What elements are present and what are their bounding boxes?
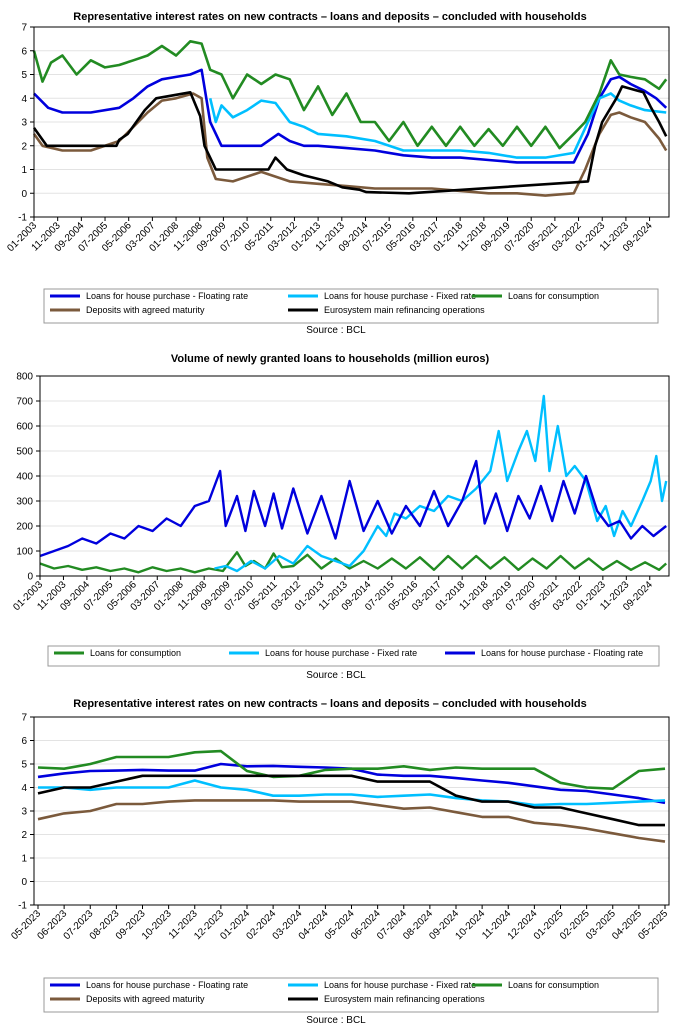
series-line-ecb xyxy=(32,85,668,195)
series-line-deposits xyxy=(32,92,668,197)
y-tick-label: 5 xyxy=(21,70,27,81)
legend-label: Deposits with agreed maturity xyxy=(86,994,205,1004)
source-label: Source : BCL xyxy=(306,1015,366,1026)
y-tick-label: 2 xyxy=(21,830,27,841)
y-tick-label: 0 xyxy=(27,572,33,583)
y-tick-label: 2 xyxy=(21,141,27,152)
chart-panel-rates-long: Representative interest rates on new con… xyxy=(0,0,673,345)
legend-label: Eurosystem main refinancing operations xyxy=(324,994,485,1004)
y-tick-label: -1 xyxy=(18,213,27,224)
legend-label: Loans for house purchase - Fixed rate xyxy=(324,291,476,301)
legend-label: Loans for house purchase - Floating rate xyxy=(481,648,643,658)
series-line-consumption xyxy=(32,40,668,150)
y-tick-label: 5 xyxy=(21,760,27,771)
y-tick-label: 1 xyxy=(21,165,27,176)
y-tick-label: 700 xyxy=(16,397,33,408)
chart-rates-recent: Representative interest rates on new con… xyxy=(9,698,670,1026)
chart-panel-volume: Volume of newly granted loans to househo… xyxy=(0,345,673,690)
legend-label: Loans for consumption xyxy=(508,980,599,990)
series-line-deposits xyxy=(37,799,666,843)
series-line-fixed xyxy=(38,779,666,807)
y-tick-label: 4 xyxy=(21,94,27,105)
y-tick-label: 600 xyxy=(16,422,33,433)
y-tick-label: 3 xyxy=(21,118,27,129)
y-tick-label: 6 xyxy=(21,46,27,57)
chart-panel-rates-recent: Representative interest rates on new con… xyxy=(0,690,673,1033)
chart-title: Representative interest rates on new con… xyxy=(73,11,586,23)
source-label: Source : BCL xyxy=(306,325,366,336)
series-line-fixed xyxy=(208,92,667,159)
legend-label: Loans for consumption xyxy=(508,291,599,301)
y-tick-label: 7 xyxy=(21,713,27,724)
y-tick-label: -1 xyxy=(18,901,27,912)
legend-label: Loans for house purchase - Floating rate xyxy=(86,291,248,301)
y-tick-label: 200 xyxy=(16,522,33,533)
series-line-floating xyxy=(39,459,667,558)
series-line-ecb xyxy=(37,774,665,827)
legend-box xyxy=(43,977,659,1013)
legend-label: Loans for house purchase - Fixed rate xyxy=(265,648,417,658)
chart-title: Volume of newly granted loans to househo… xyxy=(171,353,490,365)
y-tick-label: 1 xyxy=(21,854,27,865)
chart-rates-long: Representative interest rates on new con… xyxy=(5,11,670,336)
chart-volume: Volume of newly granted loans to househo… xyxy=(11,353,670,681)
x-tick-label: 05-2025 xyxy=(636,908,670,942)
y-tick-label: 800 xyxy=(16,372,33,383)
series-line-consumption xyxy=(37,749,666,790)
legend-box xyxy=(47,645,660,667)
legend-label: Deposits with agreed maturity xyxy=(86,305,205,315)
series-line-fixed xyxy=(214,394,668,573)
y-tick-label: 300 xyxy=(16,497,33,508)
y-tick-label: 6 xyxy=(21,736,27,747)
y-tick-label: 3 xyxy=(21,807,27,818)
legend-label: Loans for consumption xyxy=(90,648,181,658)
legend-box xyxy=(43,288,659,324)
y-tick-label: 500 xyxy=(16,447,33,458)
legend-label: Eurosystem main refinancing operations xyxy=(324,305,485,315)
y-tick-label: 0 xyxy=(21,877,27,888)
y-tick-label: 7 xyxy=(21,23,27,34)
y-tick-label: 4 xyxy=(21,783,27,794)
y-tick-label: 0 xyxy=(21,189,27,200)
legend-label: Loans for house purchase - Floating rate xyxy=(86,980,248,990)
y-tick-label: 400 xyxy=(16,472,33,483)
source-label: Source : BCL xyxy=(306,670,366,681)
series-line-floating xyxy=(33,68,668,164)
y-tick-label: 100 xyxy=(16,547,33,558)
chart-title: Representative interest rates on new con… xyxy=(73,698,586,710)
legend-label: Loans for house purchase - Fixed rate xyxy=(324,980,476,990)
